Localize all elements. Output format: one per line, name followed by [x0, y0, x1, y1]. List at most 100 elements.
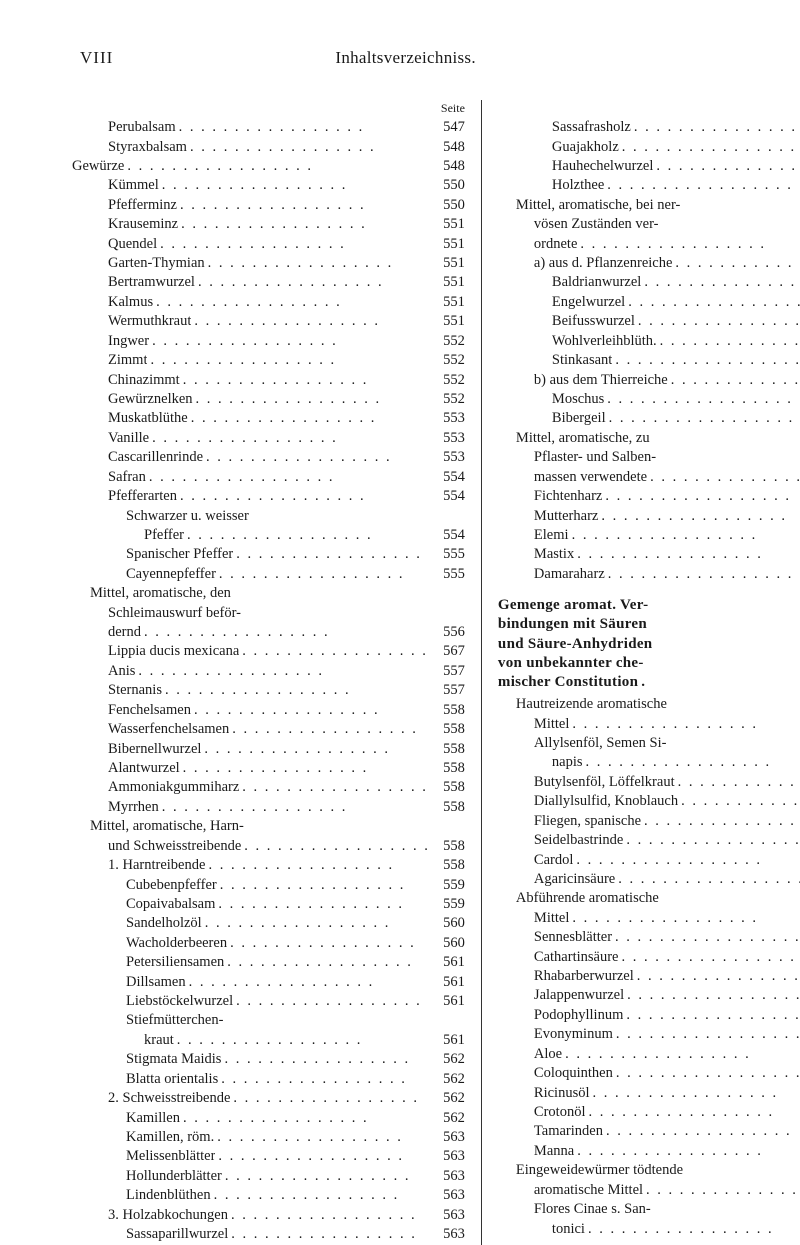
toc-label: Safran [108, 468, 146, 487]
toc-page-num: 548 [433, 138, 465, 157]
toc-label: Wermuthkraut [108, 312, 191, 331]
dots: . . . . . . . . . . . . . . . . . [647, 468, 800, 487]
toc-page-num: 561 [433, 992, 465, 1011]
toc-entry: Damaraharz . . . . . . . . . . . . . . .… [498, 565, 800, 584]
toc-entry: Petersiliensamen . . . . . . . . . . . .… [72, 953, 465, 972]
toc-page-num: 554 [433, 487, 465, 506]
page: VIII Inhaltsverzeichniss. Seite Perubals… [0, 0, 800, 1226]
toc-page-num: 558 [433, 856, 465, 875]
toc-label: Blatta orientalis [126, 1070, 218, 1089]
dots: . . . . . . . . . . . . . . . . . [191, 701, 433, 720]
dots: . . . . . . . . . . . . . . . . . [176, 118, 433, 137]
toc-label: Stigmata Maidis [126, 1050, 221, 1069]
dots: . . . . . . . . . . . . . . . . . [180, 1109, 433, 1128]
toc-label: Agaricinsäure [534, 870, 615, 889]
toc-label: Kalmus [108, 293, 153, 312]
dots: . . . . . . . . . . . . . . . . . [239, 642, 433, 661]
toc-page-num: 551 [433, 273, 465, 292]
toc-label: Sternanis [108, 681, 162, 700]
toc-label: Kümmel [108, 176, 159, 195]
dots: . . . . . . . . . . . . . . . . . [201, 740, 433, 759]
toc-entry: Stinkasant . . . . . . . . . . . . . . .… [498, 351, 800, 370]
toc-label: Mastix [534, 545, 574, 564]
toc-label: Fenchelsamen [108, 701, 191, 720]
dots: . . . . . . . . . . . . . . . . . [569, 526, 800, 545]
toc-entry: Butylsenföl, Löffelkraut . . . . . . . .… [498, 773, 800, 792]
toc-entry: Krauseminz . . . . . . . . . . . . . . .… [72, 215, 465, 234]
dots: . . . . . . . . . . . . . . . . . [221, 1050, 432, 1069]
toc-entry: Hollunderblätter . . . . . . . . . . . .… [72, 1167, 465, 1186]
toc-entry: Coloquinthen . . . . . . . . . . . . . .… [498, 1064, 800, 1083]
toc-page-num: 551 [433, 254, 465, 273]
toc-page-num: 558 [433, 701, 465, 720]
toc-label: napis [552, 753, 583, 772]
toc-entry: Wacholderbeeren . . . . . . . . . . . . … [72, 934, 465, 953]
toc-label: dernd [108, 623, 141, 642]
toc-entry: Blatta orientalis . . . . . . . . . . . … [72, 1070, 465, 1089]
toc-entry: Bibergeil . . . . . . . . . . . . . . . … [498, 409, 800, 428]
toc-label: Coloquinthen [534, 1064, 613, 1083]
toc-entry: Gewürze . . . . . . . . . . . . . . . . … [72, 157, 465, 176]
dots: . . . . . . . . . . . . . . . . . [228, 1206, 433, 1225]
toc-label: Kamillen [126, 1109, 180, 1128]
toc-entry: Pfeffer . . . . . . . . . . . . . . . . … [72, 526, 465, 545]
dots: . . . . . . . . . . . . . . . . . [641, 812, 800, 831]
toc-entry: Sassaparillwurzel . . . . . . . . . . . … [72, 1225, 465, 1244]
toc-label: Vanille [108, 429, 149, 448]
toc-entry: Kamillen . . . . . . . . . . . . . . . .… [72, 1109, 465, 1128]
dots: . . . . . . . . . . . . . . . . . [178, 215, 433, 234]
toc-entry: Bibernellwurzel . . . . . . . . . . . . … [72, 740, 465, 759]
toc-entry: Manna . . . . . . . . . . . . . . . . .6… [498, 1142, 800, 1161]
dots: . . . . . . . . . . . . . . . . . [146, 468, 433, 487]
page-header: VIII Inhaltsverzeichniss. [72, 48, 746, 68]
toc-entry: Moschus . . . . . . . . . . . . . . . . … [498, 390, 800, 409]
section-heading: Gemenge aromat. Ver-bindungen mit Säuren… [498, 596, 800, 692]
dots: . . . . . . . . . . . . . . . . . [218, 1070, 433, 1089]
toc-entry: Chinazimmt . . . . . . . . . . . . . . .… [72, 371, 465, 390]
toc-text-line: Mittel, aromatische, den [72, 584, 465, 603]
dots: . . . . . . . . . . . . . . . . . [653, 157, 800, 176]
toc-text-line: Eingeweidewürmer tödtende [498, 1161, 800, 1180]
toc-text-line: Abführende aromatische [498, 889, 800, 908]
toc-label: Kamillen, röm. [126, 1128, 214, 1147]
toc-text-line: Allylsenföl, Semen Si- [498, 734, 800, 753]
toc-page-num: 562 [433, 1109, 465, 1128]
dots: . . . . . . . . . . . . . . . . . [562, 1045, 800, 1064]
dots: . . . . . . . . . . . . . . . . . [604, 176, 800, 195]
dots: . . . . . . . . . . . . . . . . . [641, 273, 800, 292]
toc-entry: Sassafrasholz . . . . . . . . . . . . . … [498, 118, 800, 137]
toc-page-num: 558 [433, 720, 465, 739]
toc-label: b) aus dem Thierreiche [534, 371, 668, 390]
toc-label: Crotonöl [534, 1103, 586, 1122]
toc-label: Mutterharz [534, 507, 598, 526]
toc-page-num: 558 [433, 778, 465, 797]
toc-label: Myrrhen [108, 798, 159, 817]
toc-entry: Zimmt . . . . . . . . . . . . . . . . .5… [72, 351, 465, 370]
toc-entry: Sternanis . . . . . . . . . . . . . . . … [72, 681, 465, 700]
page-number: VIII [80, 48, 113, 68]
left-column: Seite Perubalsam . . . . . . . . . . . .… [72, 100, 482, 1245]
section-heading-line: Gemenge aromat. Ver- [498, 596, 800, 615]
toc-label: massen verwendete [534, 468, 647, 487]
toc-label: Pfefferarten [108, 487, 177, 506]
dots: . . . . . . . . . . . . . . . . . [618, 948, 800, 967]
toc-label: Cayennepfeffer [126, 565, 216, 584]
toc-entry: Gewürznelken . . . . . . . . . . . . . .… [72, 390, 465, 409]
toc-columns: Seite Perubalsam . . . . . . . . . . . .… [72, 100, 746, 1245]
toc-page-num: 561 [433, 973, 465, 992]
toc-entry: Vanille . . . . . . . . . . . . . . . . … [72, 429, 465, 448]
toc-entry: Cascarillenrinde . . . . . . . . . . . .… [72, 448, 465, 467]
toc-entry: Rhabarberwurzel . . . . . . . . . . . . … [498, 967, 800, 986]
toc-label: Cathartinsäure [534, 948, 619, 967]
dots: . . . . . . . . . . . . . . . . . [230, 1089, 433, 1108]
toc-entry: Fenchelsamen . . . . . . . . . . . . . .… [72, 701, 465, 720]
toc-page-num: 558 [433, 798, 465, 817]
dots: . . . . . . . . . . . . . . . . . [624, 986, 800, 1005]
dots: . . . . . . . . . . . . . . . . . [613, 1064, 800, 1083]
toc-entry: Safran . . . . . . . . . . . . . . . . .… [72, 468, 465, 487]
toc-entry: Beifusswurzel . . . . . . . . . . . . . … [498, 312, 800, 331]
dots: . . . . . . . . . . . . . . . . . [159, 798, 433, 817]
toc-label: Bertramwurzel [108, 273, 195, 292]
toc-page-num: 558 [433, 759, 465, 778]
toc-label: Seidelbastrinde [534, 831, 623, 850]
